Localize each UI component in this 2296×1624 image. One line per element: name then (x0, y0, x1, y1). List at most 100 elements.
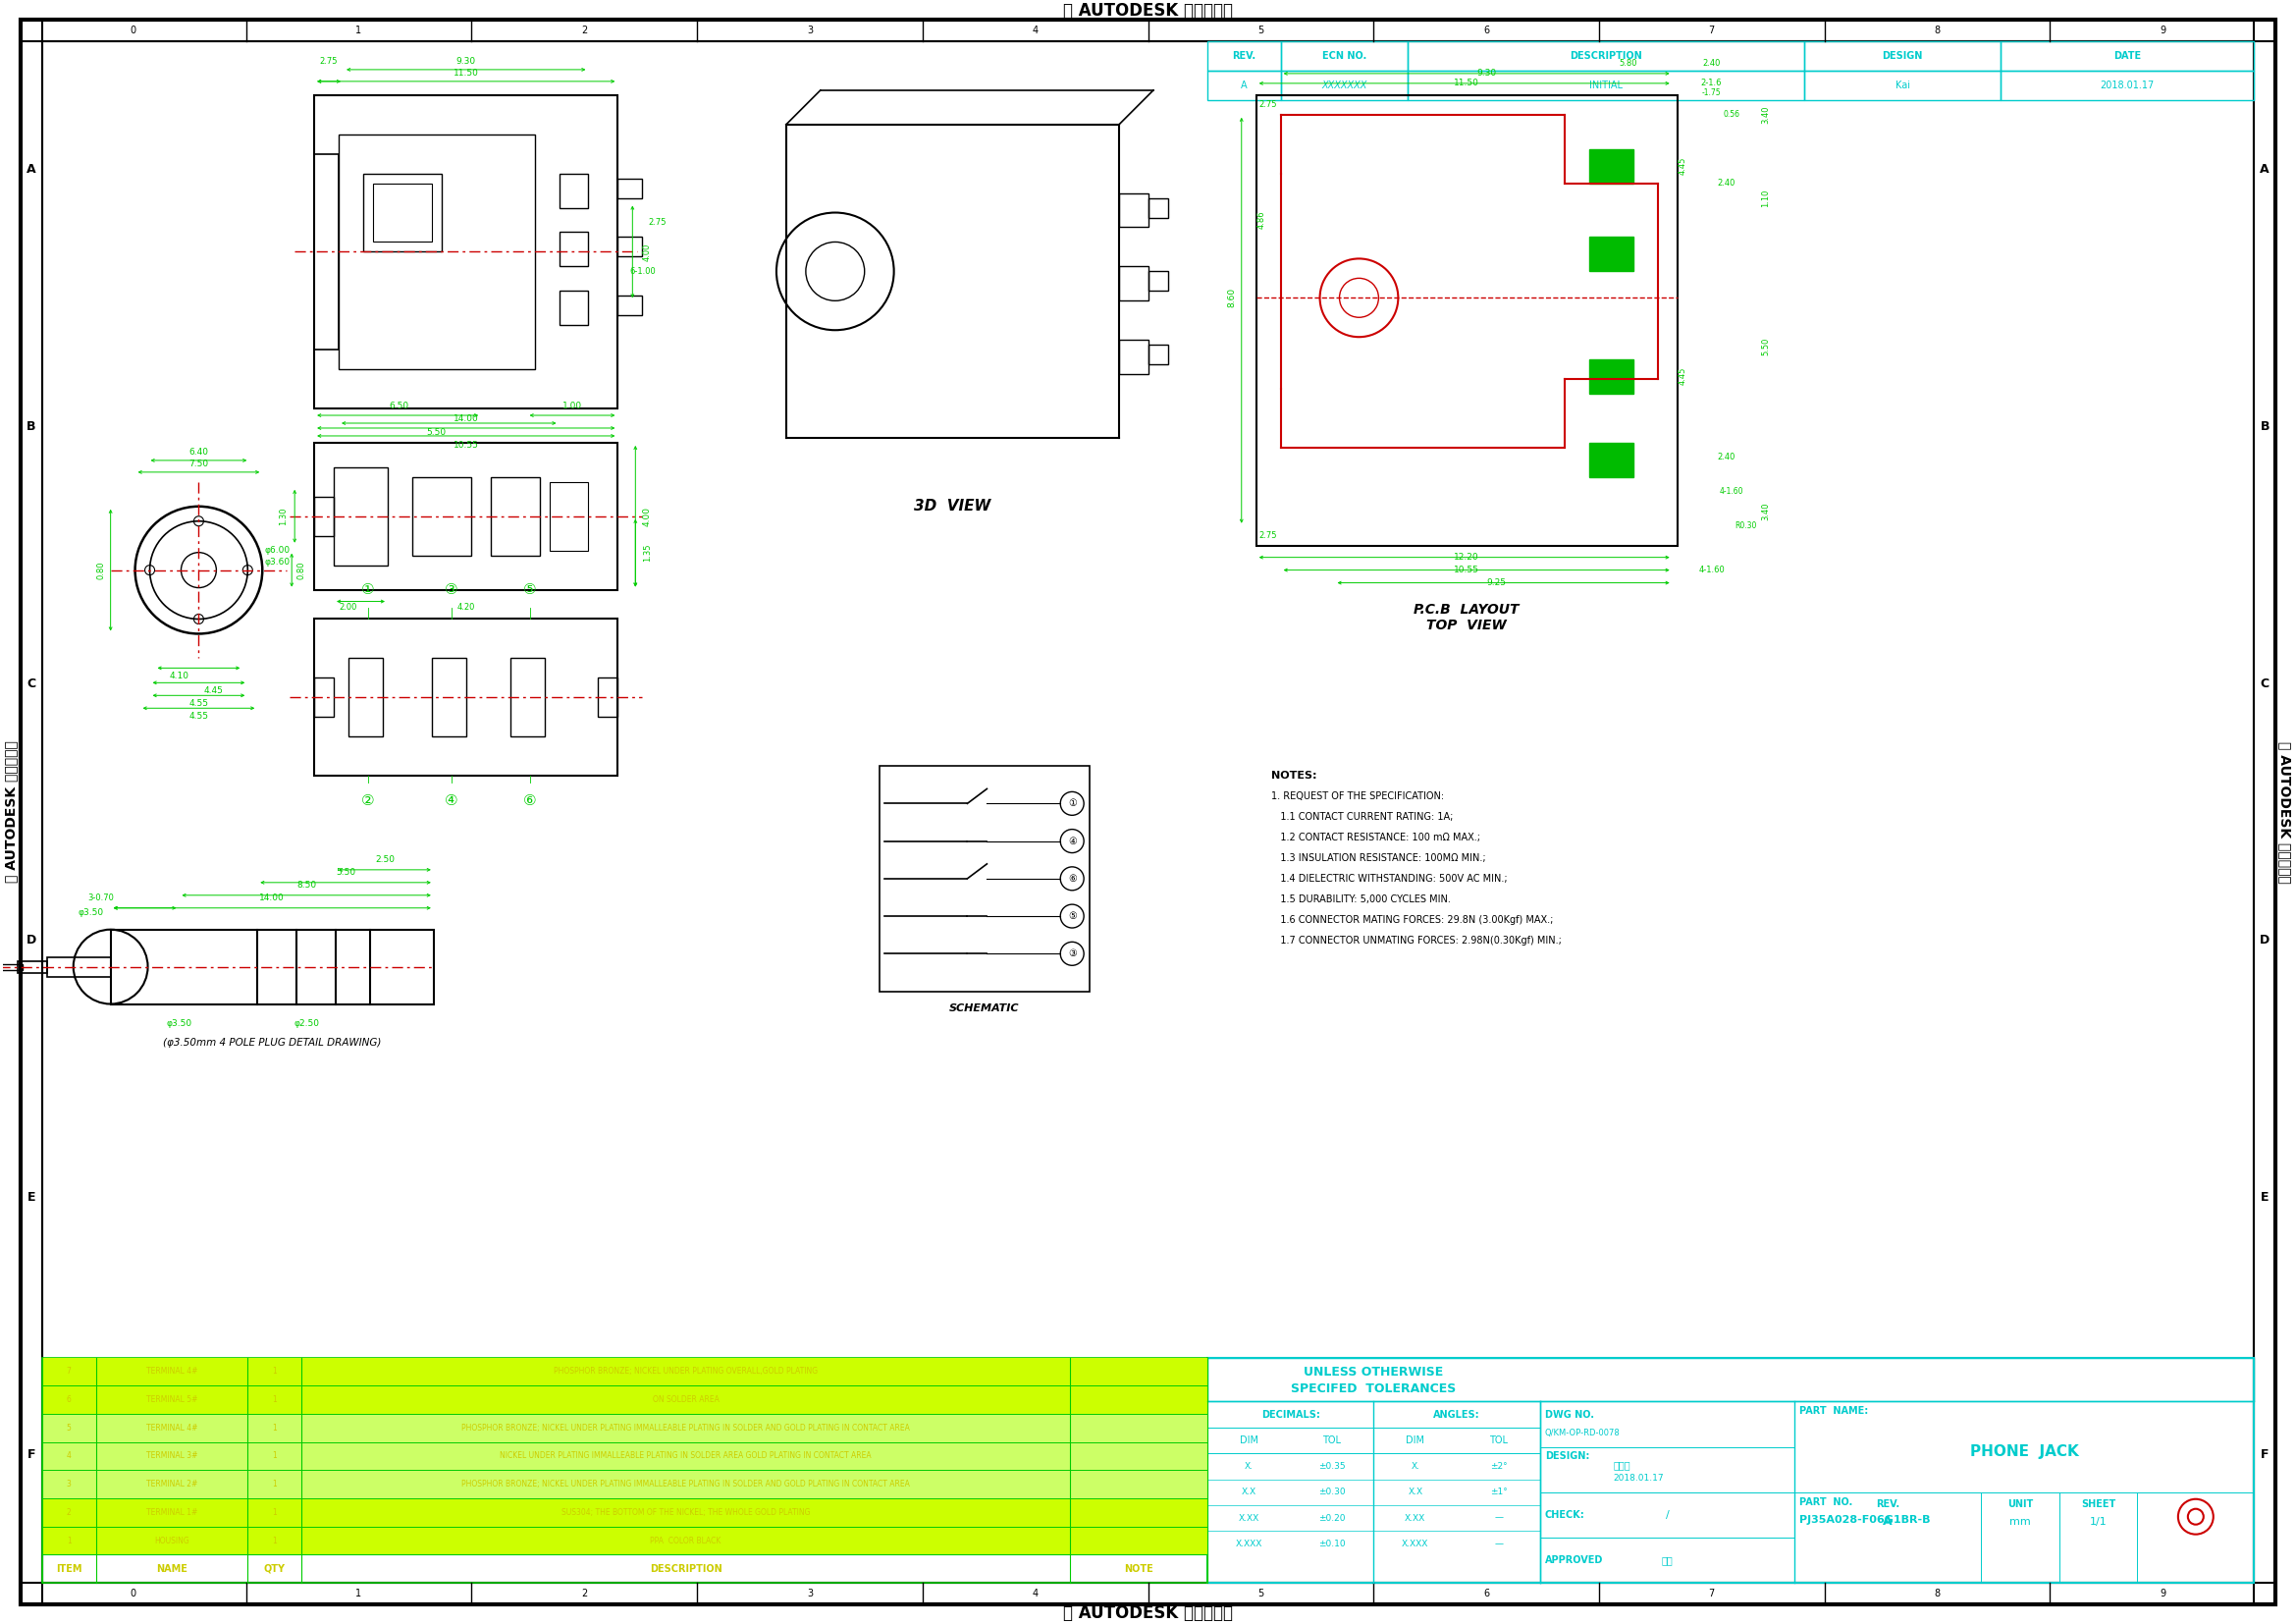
Text: φ3.50: φ3.50 (78, 908, 103, 918)
Bar (1148, 198, 1169, 218)
Text: 1.35: 1.35 (643, 544, 652, 562)
Text: D: D (25, 934, 37, 947)
Text: 4-1.60: 4-1.60 (1699, 565, 1724, 575)
Text: φ6.00: φ6.00 (264, 546, 289, 555)
Bar (333, 468, 388, 565)
Text: 0.80: 0.80 (296, 560, 305, 580)
Text: 6.40: 6.40 (188, 448, 209, 456)
Bar (618, 179, 643, 198)
Bar (41, 1415, 1208, 1442)
Text: UNLESS OTHERWISE: UNLESS OTHERWISE (1304, 1366, 1444, 1379)
Bar (1589, 443, 1632, 477)
Text: 2: 2 (581, 1588, 588, 1598)
Text: 由 AUTODESK 学生版生成: 由 AUTODESK 学生版生成 (1063, 1605, 1233, 1622)
Text: TERMINAL 2#: TERMINAL 2# (147, 1479, 197, 1489)
Bar (549, 482, 588, 551)
Text: DESIGN: DESIGN (1883, 50, 1922, 60)
Text: 4.86: 4.86 (1256, 211, 1265, 229)
Bar (491, 477, 540, 555)
Text: 2.75: 2.75 (1258, 531, 1277, 541)
Text: TERMINAL 3#: TERMINAL 3# (147, 1452, 197, 1460)
Bar (1148, 344, 1169, 364)
Text: 2.75: 2.75 (1258, 101, 1277, 109)
Text: 3-0.70: 3-0.70 (87, 893, 115, 903)
Bar (1407, 70, 1805, 101)
Bar (1118, 266, 1148, 300)
Text: PART  NO.: PART NO. (1800, 1497, 1853, 1507)
Text: 9.30: 9.30 (457, 57, 475, 67)
Text: ±0.35: ±0.35 (1318, 1462, 1345, 1471)
Text: 4.00: 4.00 (643, 507, 652, 526)
Text: 2.40: 2.40 (1717, 179, 1736, 188)
Text: /: / (1665, 1510, 1669, 1520)
Bar (1208, 70, 1281, 101)
Text: —: — (1495, 1514, 1504, 1522)
Text: A: A (2259, 164, 2268, 175)
Text: 1: 1 (273, 1479, 278, 1489)
Text: X.X: X.X (1407, 1488, 1424, 1497)
Text: DESCRIPTION: DESCRIPTION (1570, 50, 1642, 60)
Text: 1.7 CONNECTOR UNMATING FORCES: 2.98N(0.30Kgf) MIN.;: 1.7 CONNECTOR UNMATING FORCES: 2.98N(0.3… (1272, 935, 1561, 945)
Bar (1281, 41, 1407, 70)
Bar (0, 963, 23, 970)
Text: X.X: X.X (1242, 1488, 1256, 1497)
Text: 1: 1 (67, 1536, 71, 1544)
Text: 1.30: 1.30 (278, 507, 287, 525)
Text: ±0.10: ±0.10 (1318, 1540, 1345, 1548)
Text: X.XX: X.XX (1405, 1514, 1426, 1522)
Text: 1.5 DURABILITY: 5,000 CYCLES MIN.: 1.5 DURABILITY: 5,000 CYCLES MIN. (1272, 895, 1451, 905)
Text: 4.45: 4.45 (1678, 367, 1688, 385)
Bar (1589, 149, 1632, 184)
Text: 2.75: 2.75 (319, 57, 338, 67)
Text: TOL: TOL (1490, 1436, 1508, 1445)
Bar (340, 135, 535, 369)
Text: R0.30: R0.30 (1736, 521, 1756, 531)
Text: 2018.01.17: 2018.01.17 (2101, 80, 2154, 91)
Text: 7: 7 (1708, 1588, 1715, 1598)
Text: mm: mm (2009, 1517, 2030, 1527)
Text: 9: 9 (2161, 1588, 2165, 1598)
Text: PJ35A028-F06G1BR-B: PJ35A028-F06G1BR-B (1800, 1515, 1931, 1525)
Text: SPECIFED  TOLERANCES: SPECIFED TOLERANCES (1290, 1382, 1456, 1395)
Text: 4: 4 (1033, 26, 1038, 36)
Text: 4.10: 4.10 (170, 671, 188, 680)
Text: X.XX: X.XX (1238, 1514, 1258, 1522)
Text: ①: ① (360, 583, 374, 598)
Text: 14.00: 14.00 (452, 414, 478, 422)
Bar (879, 767, 1091, 991)
Text: 6-1.00: 6-1.00 (629, 266, 654, 276)
Text: PART  NAME:: PART NAME: (1800, 1406, 1869, 1416)
Text: 1.10: 1.10 (1761, 188, 1770, 206)
Text: F: F (2262, 1449, 2268, 1460)
Text: 9.25: 9.25 (1486, 578, 1506, 588)
Bar (41, 1358, 1208, 1385)
Text: ±0.20: ±0.20 (1318, 1514, 1345, 1522)
Text: 11.50: 11.50 (452, 70, 478, 78)
Text: 3.40: 3.40 (1761, 502, 1770, 520)
Bar (41, 1385, 1208, 1415)
Bar (18, 961, 46, 973)
Text: 4: 4 (1033, 1588, 1038, 1598)
Text: 2018.01.17: 2018.01.17 (1614, 1475, 1665, 1483)
Bar (599, 677, 618, 718)
Text: ±2°: ±2° (1490, 1462, 1506, 1471)
Bar (1208, 1358, 2255, 1402)
Text: 4.55: 4.55 (188, 698, 209, 708)
Text: 9.30: 9.30 (1476, 70, 1497, 78)
Text: DESIGN:: DESIGN: (1545, 1452, 1589, 1462)
Text: 3: 3 (806, 1588, 813, 1598)
Text: 1.6 CONNECTOR MATING FORCES: 29.8N (3.00Kgf) MAX.;: 1.6 CONNECTOR MATING FORCES: 29.8N (3.00… (1272, 914, 1552, 924)
Text: ⑤: ⑤ (523, 583, 537, 598)
Bar (1148, 271, 1169, 291)
Text: A: A (1883, 1515, 1892, 1528)
Text: Kai: Kai (1894, 80, 1910, 91)
Bar (2000, 70, 2255, 101)
Text: NICKEL UNDER PLATING IMMALLEABLE PLATING IN SOLDER AREA GOLD PLATING IN CONTACT : NICKEL UNDER PLATING IMMALLEABLE PLATING… (501, 1452, 872, 1460)
Bar (41, 1442, 1208, 1470)
Text: 1: 1 (356, 26, 363, 36)
Text: 5: 5 (1258, 1588, 1263, 1598)
Text: 7.50: 7.50 (188, 460, 209, 469)
Text: ⑥: ⑥ (1068, 874, 1077, 883)
Text: TERMINAL 1#: TERMINAL 1# (147, 1509, 197, 1517)
Bar (41, 1527, 1208, 1554)
